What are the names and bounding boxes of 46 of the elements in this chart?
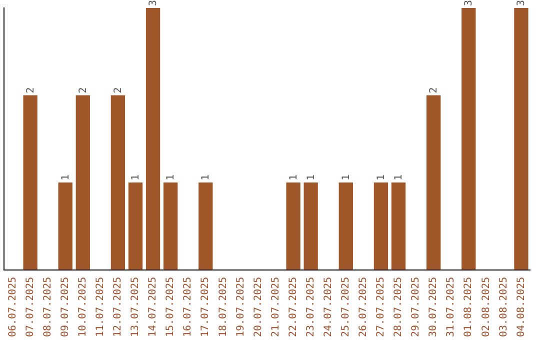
x-tick-label: 01.08.2025 [463, 276, 474, 338]
data-label: 3 [516, 0, 528, 6]
data-label: 2 [25, 87, 36, 94]
x-tick-label: 08.07.2025 [42, 276, 54, 338]
x-tick-label: 17.07.2025 [200, 276, 212, 338]
x-tick-label: 06.07.2025 [7, 276, 18, 338]
x-tick-label: 10.07.2025 [77, 276, 88, 338]
data-label: 1 [200, 174, 212, 181]
x-tick-label: 07.07.2025 [24, 276, 36, 338]
data-label: 1 [60, 174, 72, 181]
x-tick-label: 02.08.2025 [480, 276, 492, 338]
x-tick-label: 22.07.2025 [288, 276, 299, 338]
x-tick-label: 30.07.2025 [428, 276, 440, 338]
x-tick-label: 24.07.2025 [322, 276, 334, 338]
data-label: 1 [340, 174, 352, 181]
data-label: 1 [306, 174, 317, 181]
x-tick-label: 03.08.2025 [498, 276, 510, 338]
data-label: 1 [130, 174, 142, 181]
data-label: 2 [112, 87, 124, 94]
x-tick-label: 25.07.2025 [340, 276, 352, 338]
x-tick-label: 11.07.2025 [95, 276, 106, 338]
x-tick-label: 18.07.2025 [218, 276, 229, 338]
x-tick-label: 09.07.2025 [60, 276, 71, 338]
x-tick-label: 12.07.2025 [112, 276, 124, 338]
x-tick-label: 14.07.2025 [148, 276, 159, 338]
x-tick-label: 13.07.2025 [130, 276, 142, 338]
x-tick-label: 16.07.2025 [182, 276, 194, 338]
data-label: 3 [148, 0, 160, 6]
data-label: 1 [394, 174, 404, 181]
x-tick-label: 28.07.2025 [393, 276, 404, 338]
x-tick-label: 20.07.2025 [252, 276, 264, 338]
data-label: 2 [78, 87, 89, 94]
data-label: 2 [428, 87, 440, 94]
x-tick-label: 31.07.2025 [446, 276, 457, 338]
x-tick-label: 04.08.2025 [516, 276, 527, 338]
data-label: 1 [376, 174, 387, 181]
x-tick-label: 29.07.2025 [410, 276, 422, 338]
x-tick-label: 26.07.2025 [358, 276, 370, 338]
x-tick-label: 19.07.2025 [235, 276, 246, 338]
data-label: 1 [166, 174, 177, 181]
x-tick-label: 27.07.2025 [376, 276, 387, 338]
x-tick-label: 15.07.2025 [165, 276, 176, 338]
x-tick-label: 21.07.2025 [270, 276, 282, 338]
data-label: 3 [464, 0, 475, 6]
x-tick-label: 23.07.2025 [305, 276, 316, 338]
data-label: 1 [288, 174, 300, 181]
